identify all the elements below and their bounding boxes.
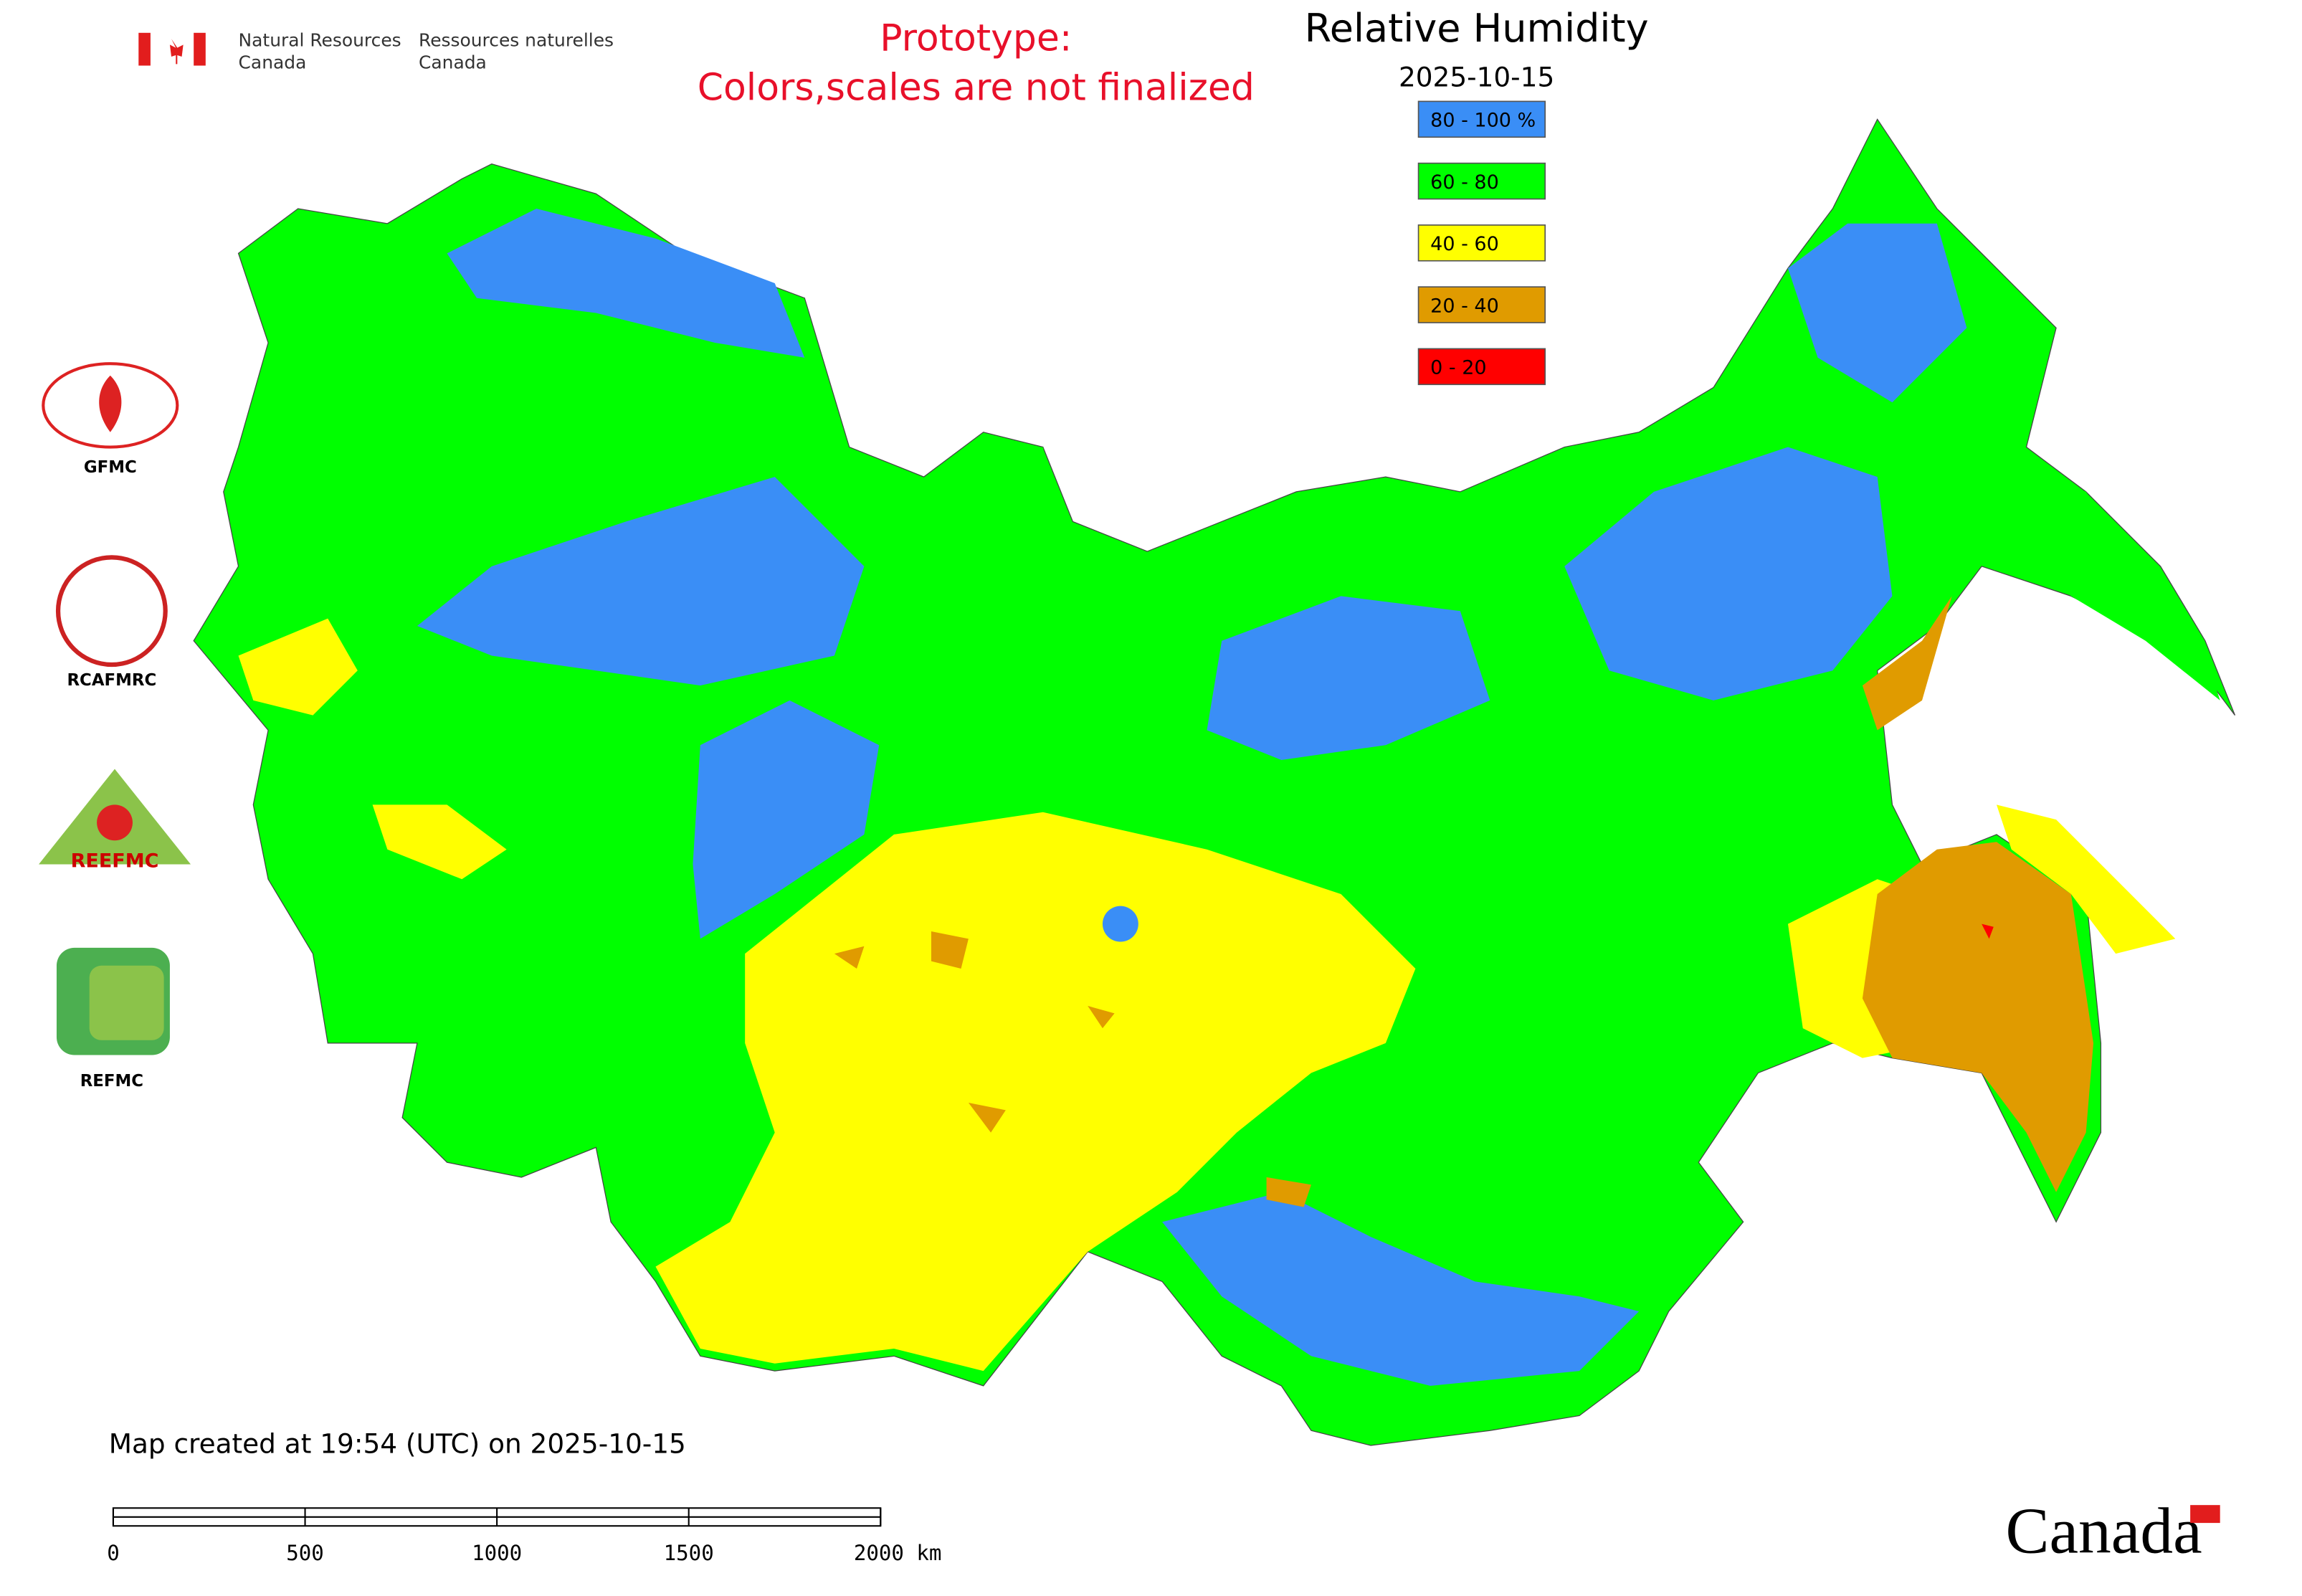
scale-bar: 0 500 1000 1500 2000 km — [107, 1507, 942, 1565]
scale-label: 500 — [286, 1541, 324, 1565]
agency-fr: Ressources naturelles — [419, 29, 614, 50]
agency-en: Natural Resources — [239, 29, 401, 50]
logo-label: REEFMC — [71, 850, 159, 873]
notice-line1: Prototype: — [880, 17, 1072, 60]
legend-label: 20 - 40 — [1430, 295, 1499, 317]
legend-label: 80 - 100 % — [1430, 110, 1536, 132]
scale-label: 2000 km — [854, 1541, 942, 1565]
agency-en-2: Canada — [239, 52, 307, 73]
logo-label: REFMC — [80, 1072, 143, 1091]
legend-label: 40 - 60 — [1430, 233, 1499, 255]
humidity-map — [193, 118, 2236, 1446]
nrcan-signature: Natural Resources Canada Ressources natu… — [138, 29, 614, 73]
legend-swatch — [1417, 100, 1546, 138]
scale-label: 1000 — [472, 1541, 522, 1565]
map-title: Relative Humidity — [1305, 6, 1649, 51]
legend: 80 - 100 % 60 - 80 40 - 60 20 - 40 0 - 20 — [1417, 100, 1546, 386]
partner-logos: GFMC RCAFMRC REEFMC REFMC — [39, 362, 191, 1091]
logo-label: RCAFMRC — [67, 671, 156, 690]
canada-wordmark: Canada — [2005, 1495, 2202, 1567]
legend-swatch — [1417, 162, 1546, 200]
created-note: Map created at 19:54 (UTC) on 2025-10-15 — [109, 1428, 686, 1459]
legend-swatch — [1417, 286, 1546, 323]
legend-label: 0 - 20 — [1430, 357, 1486, 379]
scale-label: 1500 — [664, 1541, 714, 1565]
agency-fr-2: Canada — [419, 52, 487, 73]
scale-label: 0 — [107, 1541, 120, 1565]
legend-swatch — [1417, 224, 1546, 262]
map-date: 2025-10-15 — [1399, 62, 1554, 93]
legend-label: 60 - 80 — [1430, 171, 1499, 194]
legend-swatch — [1417, 348, 1546, 386]
notice-line2: Colors,scales are not finalized — [698, 66, 1255, 109]
logo-label: GFMC — [84, 458, 137, 477]
